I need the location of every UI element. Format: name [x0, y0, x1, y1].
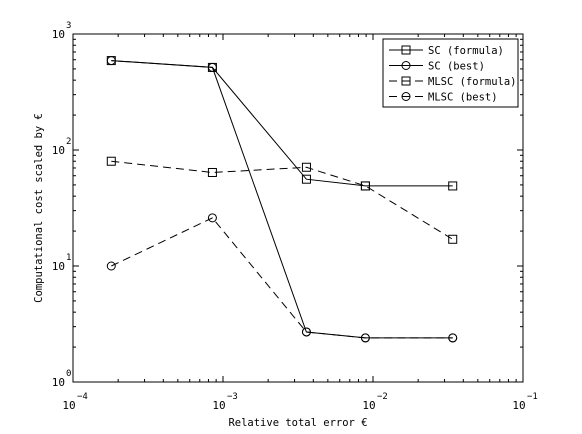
x-tick-label: 10 — [362, 399, 375, 412]
data-point-mlsc-best — [360, 333, 370, 343]
data-point-sc-best — [106, 56, 116, 66]
x-tick-label: 10 — [212, 399, 225, 412]
data-point-sc-best — [207, 62, 217, 72]
legend-marker-sc-best — [401, 61, 411, 70]
data-point-mlsc-best — [207, 213, 217, 223]
y-tick-exponent: 0 — [66, 369, 71, 379]
x-tick-exponent: −3 — [227, 392, 238, 402]
legend-label-mlsc-best: MLSC (best) — [428, 92, 498, 104]
data-point-mlsc-formula — [360, 181, 370, 191]
data-point-mlsc-formula — [301, 162, 311, 172]
legend: SC (formula) SC (best) MLSC (formula) MLSC … — [382, 38, 519, 108]
y-axis-label: Computational cost scaled by € — [33, 113, 45, 303]
data-point-mlsc-formula — [448, 234, 458, 244]
x-tick-label: 10 — [62, 399, 75, 412]
data-point-mlsc-best — [106, 261, 116, 271]
y-tick-label: 10 — [52, 376, 65, 389]
series-line-sc-best — [111, 60, 453, 339]
data-point-sc-formula — [301, 174, 311, 184]
x-tick-label: 10 — [512, 399, 525, 412]
x-tick-exponent: −1 — [527, 392, 538, 402]
series-mlsc-best — [106, 213, 458, 343]
legend-marker-mlsc-best — [401, 92, 411, 101]
data-point-mlsc-best — [301, 327, 311, 337]
legend-marker-mlsc-formula — [401, 76, 411, 86]
series-mlsc-formula — [106, 156, 458, 244]
x-tick-exponent: −2 — [377, 392, 388, 402]
legend-label-mlsc-formula: MLSC (formula) — [428, 76, 517, 88]
y-tick-exponent: 2 — [66, 137, 71, 147]
y-tick-exponent: 1 — [66, 253, 71, 263]
legend-label-sc-best: SC (best) — [428, 61, 485, 73]
x-tick-exponent: −4 — [77, 392, 88, 402]
legend-marker-sc-formula — [401, 45, 411, 55]
y-tick-label: 10 — [52, 144, 65, 157]
data-point-mlsc-best — [448, 333, 458, 343]
data-point-mlsc-formula — [106, 156, 116, 166]
data-point-sc-formula — [448, 181, 458, 191]
y-tick-exponent: 3 — [66, 21, 71, 31]
y-tick-label: 10 — [52, 260, 65, 273]
x-axis-label: Relative total error € — [228, 417, 367, 429]
y-tick-label: 10 — [52, 28, 65, 41]
legend-label-sc-formula: SC (formula) — [428, 45, 504, 57]
data-point-mlsc-formula — [207, 167, 217, 177]
series-layer — [106, 56, 458, 343]
series-line-mlsc-formula — [111, 160, 453, 240]
